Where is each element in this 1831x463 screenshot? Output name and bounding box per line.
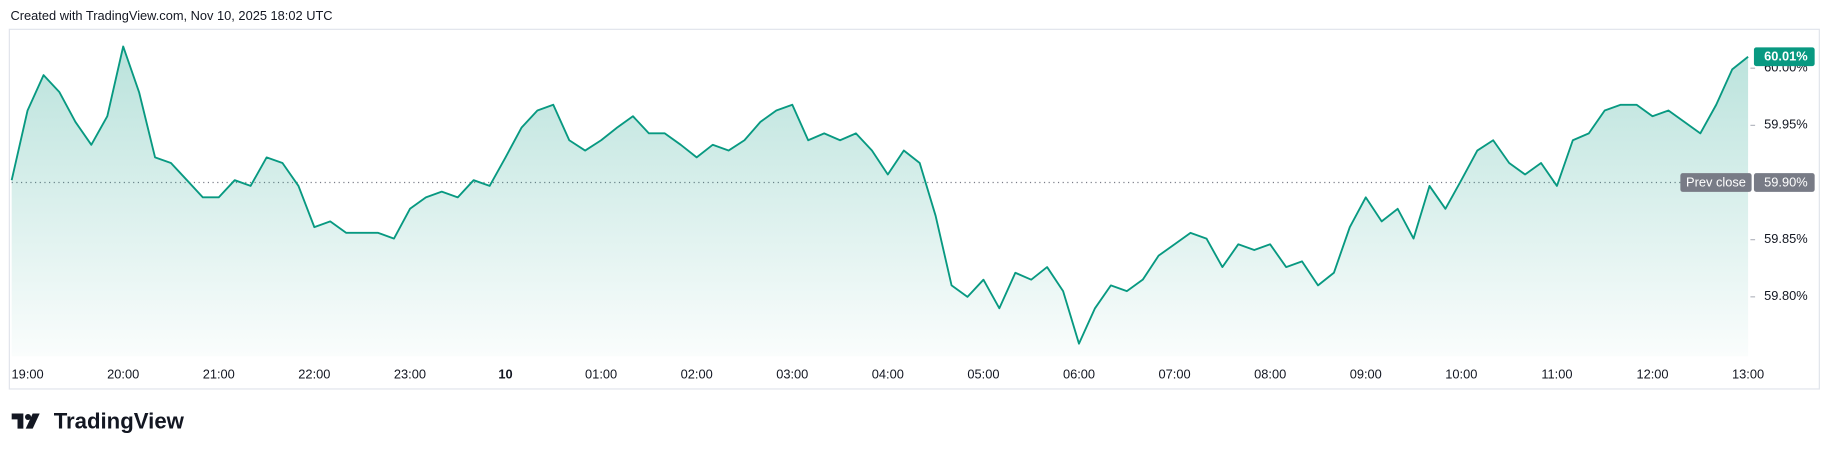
area-fill [11,46,1749,357]
x-tick-label: 10 [498,366,512,381]
chart-frame [8,28,1820,390]
x-tick-label: 08:00 [1254,366,1286,381]
x-tick-label: 02:00 [681,366,713,381]
x-tick-label: 05:00 [967,366,999,381]
x-tick-label: 09:00 [1350,366,1382,381]
x-tick-label: 23:00 [394,366,426,381]
y-tick-label: 59.80% [1764,288,1808,303]
price-line [10,45,1749,345]
last-price-label: 60.01% [1764,49,1808,64]
caption: Created with TradingView.com, Nov 10, 20… [11,8,333,23]
x-tick-label: 20:00 [107,366,139,381]
x-tick-label: 13:00 [1732,366,1764,381]
x-tick-label: 04:00 [872,366,904,381]
prev-close-value-badge [1753,173,1815,192]
x-tick-label: 21:00 [203,366,235,381]
prev-close-badge [1680,173,1752,192]
x-tick-label: 01:00 [585,366,617,381]
x-tick-label: 10:00 [1445,366,1477,381]
x-tick-label: 06:00 [1063,366,1095,381]
x-tick-label: 12:00 [1636,366,1668,381]
x-tick-label: 11:00 [1541,366,1572,381]
x-tick-label: 19:00 [12,366,44,381]
y-tick-label: 59.85% [1764,231,1808,246]
y-tick-label: 59.95% [1764,117,1808,132]
x-tick-label: 22:00 [298,366,330,381]
prev-close-label: Prev close [1686,174,1746,189]
x-tick-label: 07:00 [1159,366,1191,381]
last-price-badge [1753,47,1815,67]
logo [11,413,40,429]
x-tick-label: 03:00 [776,366,808,381]
prev-close-value: 59.90% [1764,174,1808,189]
brand: TradingView [54,409,185,434]
